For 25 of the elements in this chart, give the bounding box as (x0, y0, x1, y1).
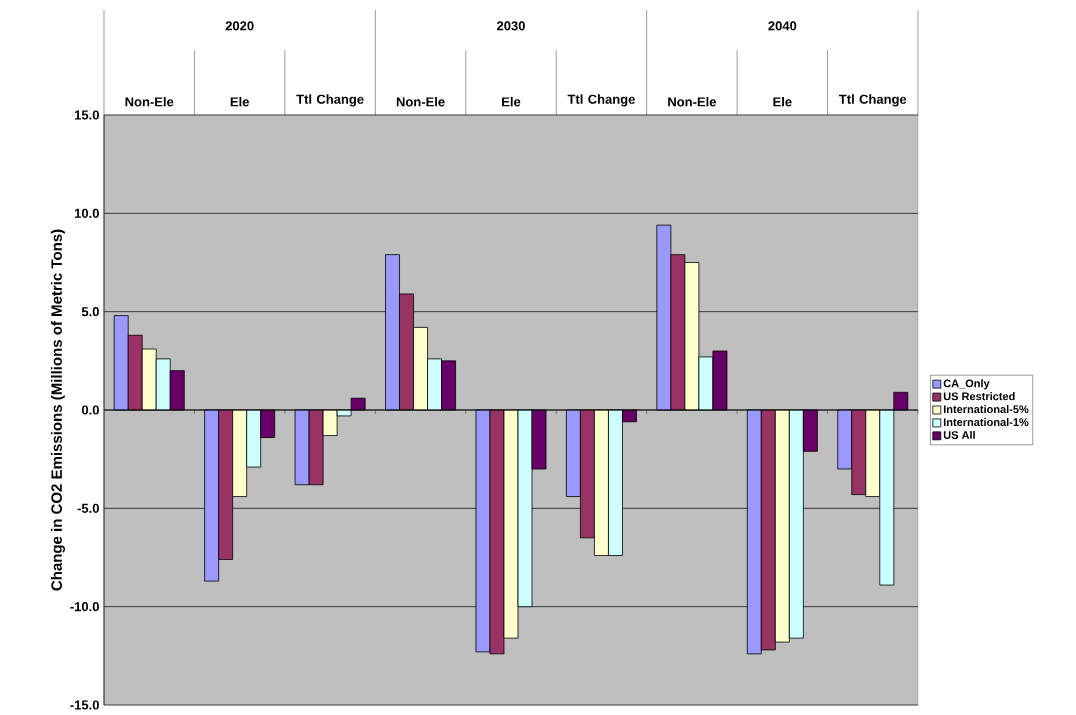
legend-label: International-5% (943, 405, 1029, 414)
legend-label: US All (943, 430, 975, 439)
x-tick-label: Ttl Change (296, 94, 364, 107)
text: 2030 (496, 21, 525, 31)
y-tick-label: 0.0 (81, 405, 99, 415)
text: 2020 (225, 21, 254, 31)
text: 2040 (768, 21, 797, 31)
legend-label: International-1% (943, 417, 1029, 427)
x-tick-label: Ele (502, 96, 521, 107)
x-tick-label: Ele (230, 96, 249, 107)
legend-label: CA_Only (943, 379, 990, 390)
x-tick-label: Ttl Change (838, 94, 907, 107)
x-tick-label: Non-Ele (125, 96, 174, 107)
y-tick-label: 5.0 (81, 307, 99, 317)
y-tick-label: -15.0 (70, 700, 99, 710)
y-tick-label: -5.0 (77, 503, 99, 513)
x-tick-label: Non-Ele (668, 96, 717, 107)
y-axis-title: Change in CO2 Emissions (Millions of Metric Tons) (50, 229, 65, 591)
x-tick-label: Ttl Change (567, 94, 635, 107)
x-tick-label: Non-Ele (396, 96, 445, 107)
y-tick-label: 15.0 (74, 110, 99, 120)
legend-label: US Restricted (943, 392, 1015, 401)
y-tick-label: -10.0 (70, 602, 99, 612)
x-tick-label: Ele (773, 96, 792, 107)
y-tick-label: 10.0 (74, 208, 99, 218)
